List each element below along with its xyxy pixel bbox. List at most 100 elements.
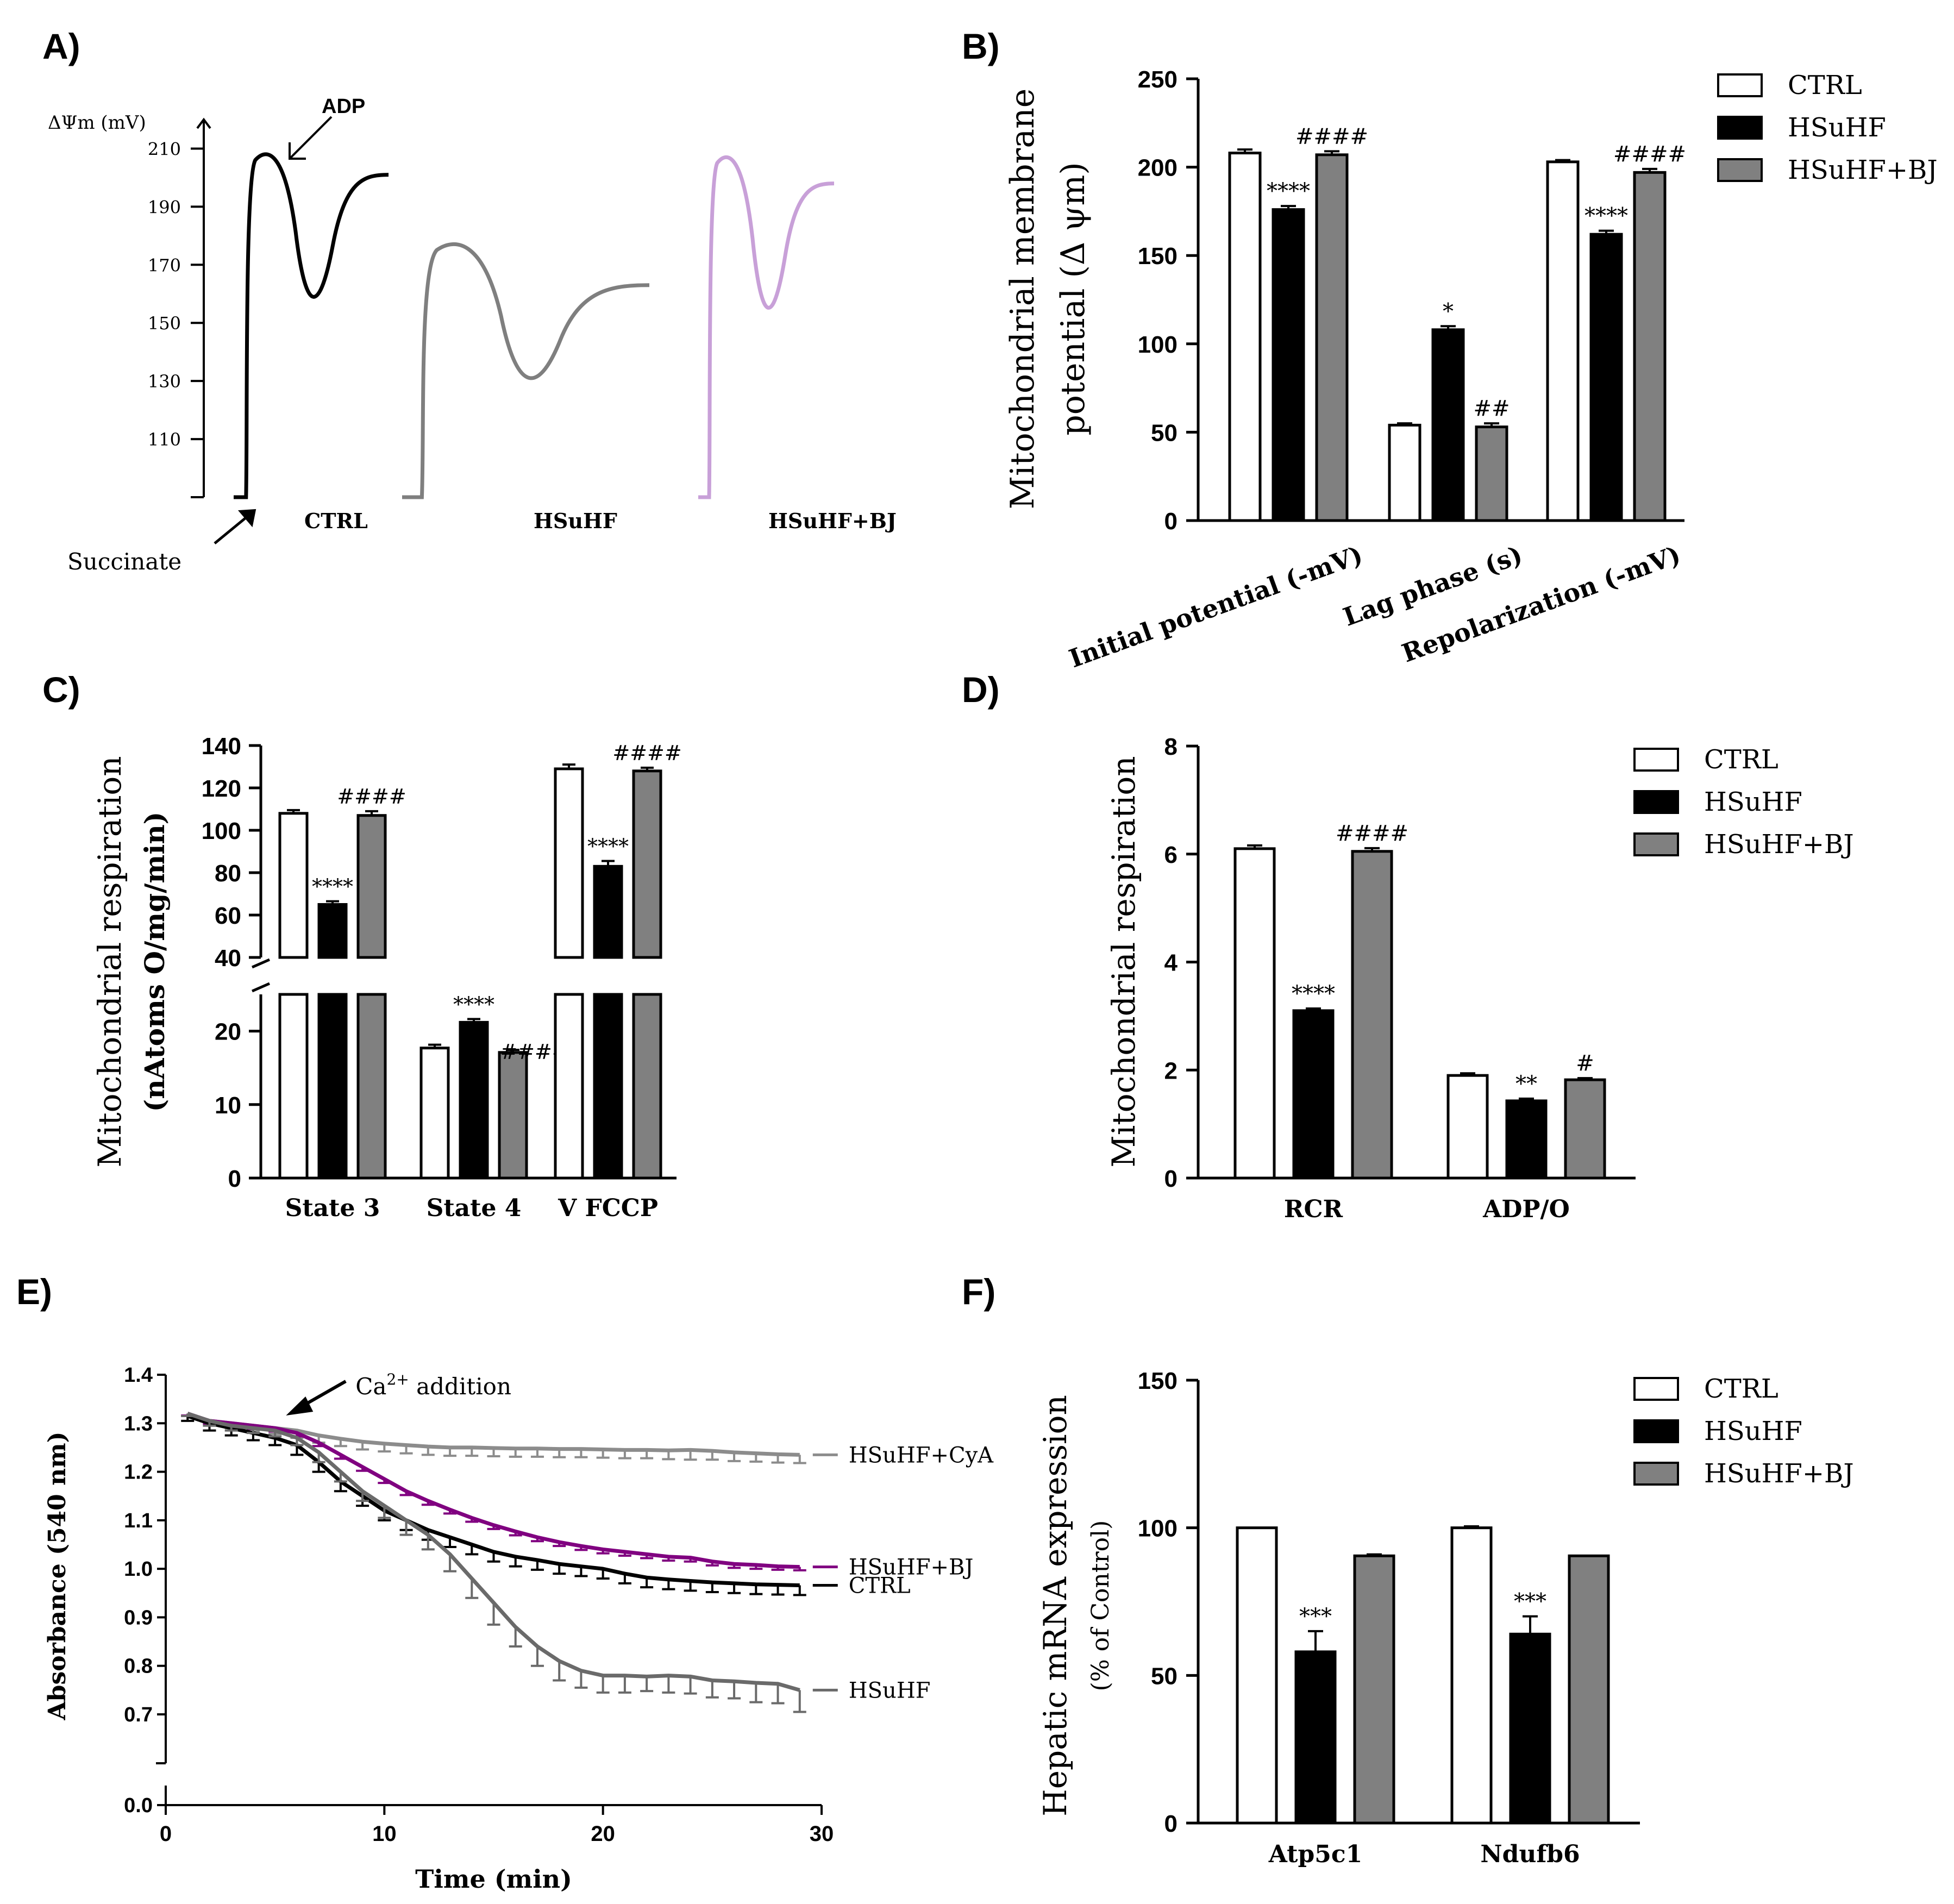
annotation-hsuhf-bj-repolarization-mv: #### [1613, 142, 1686, 167]
legend-label-hsuhf-bj: HSuHF+BJ [1704, 1458, 1854, 1489]
y-tick-label-8: 8 [1164, 734, 1178, 760]
bar-hsuhf-initial-potential-mv [1272, 208, 1305, 522]
bar-ctrl-ndufb6 [1450, 1526, 1493, 1825]
succinate-label: Succinate [67, 548, 181, 575]
c-y-tick-label-40: 40 [215, 945, 241, 972]
annotation-hsuhf-atp5c1: *** [1299, 1604, 1332, 1629]
panel-c-respiration-chart: 0 10 20 40 60 80 100 120 140 **** #### State 3 **** #… [91, 733, 682, 1222]
legend-label-hsuhf-bj: HSuHF+BJ [1704, 829, 1854, 860]
bar-ctrl-repolarization-mv [1546, 160, 1580, 522]
bar-hsuhf-bj-repolarization-mv [1633, 171, 1667, 522]
b-y-axis-title-line1: Mitochondrial membrane [1004, 89, 1042, 510]
bar-hsuhf-bj-lag-phase-s [1475, 425, 1508, 522]
annotation-hsuhf-rcr: **** [1292, 981, 1335, 1006]
c-y-axis-title-line1: Mitochondrial respiration [91, 756, 128, 1167]
c-y-tick-label-140: 140 [202, 733, 241, 760]
panel-label-b: B) [962, 26, 1000, 66]
succinate-arrow-head [237, 509, 256, 528]
ca-arrow-head [286, 1396, 314, 1416]
annotation-hsuhf-state-4: **** [453, 992, 494, 1016]
annotation-hsuhf-bj-v-fccp: #### [612, 741, 681, 765]
x-category-label-adp-o: ADP/O [1482, 1195, 1570, 1223]
bar-upper-ctrl-v-fccp [554, 767, 584, 959]
panel-e-swelling-chart: 1.4 1.3 1.2 1.1 1.0 0.9 0.8 0.7 0.0 0 10 20 30 Time (… [43, 1364, 994, 1894]
c-y-tick-label-60: 60 [215, 903, 241, 929]
legend-swatch-ctrl [1717, 73, 1763, 97]
c-axis-break-upper [251, 958, 271, 969]
y-tick-label-6: 6 [1164, 842, 1178, 868]
bar-hsuhf-bj-atp5c1 [1353, 1554, 1395, 1825]
annotation-hsuhf-state-3: **** [312, 875, 353, 899]
x-category-label-v-fccp: V FCCP [558, 1194, 658, 1222]
legend-swatch-hsuhf [1717, 116, 1763, 140]
e-y-tick-label-1.0: 1.0 [124, 1558, 153, 1581]
legend-swatch-hsuhf [1633, 1419, 1679, 1443]
panel-label-e: E) [16, 1272, 52, 1312]
panel-f-mrna-chart: 0 50 100 150 *** Atp5c1 *** Ndufb6 CTRL HSuHF HSuH… [1037, 1368, 1854, 1868]
trace-label-hsuhf: HSuHF [534, 509, 617, 533]
legend-label-hsuhf: HSuHF [1704, 787, 1802, 817]
ca-label-superscript: 2+ [386, 1370, 409, 1388]
trace-label-hsuhf-bj: HSuHF+BJ [768, 509, 897, 533]
bar-lower-hsuhf-bj-v-fccp [632, 993, 662, 1180]
annotation-hsuhf-ndufb6: *** [1514, 1589, 1546, 1614]
bar-hsuhf-rcr [1292, 1009, 1335, 1180]
c-y-tick-label-20: 20 [215, 1019, 241, 1045]
x-category-label-state-4: State 4 [427, 1194, 522, 1222]
e-x-tick-label-10: 10 [372, 1822, 397, 1846]
c-y-tick-label-120: 120 [202, 775, 241, 802]
a-y-axis-title: ΔΨm (mV) [48, 112, 146, 134]
y-tick-label-4: 4 [1164, 950, 1178, 976]
panel-label-a: A) [42, 26, 80, 66]
legend-swatch-hsuhf-bj [1717, 158, 1763, 182]
y-tick-label-50: 50 [1151, 419, 1178, 446]
legend-label-hsuhf: HSuHF [1788, 112, 1886, 143]
ca-label-base: Ca [355, 1373, 386, 1400]
legend-label-hsuhf: HSuHF [1704, 1416, 1802, 1446]
legend-label-ctrl: CTRL [1704, 744, 1778, 775]
e-y-axis-title: Absorbance (540 nm) [43, 1432, 71, 1721]
x-category-label-state-3: State 3 [285, 1194, 380, 1222]
bar-hsuhf-ndufb6 [1509, 1632, 1551, 1825]
panel-label-c: C) [42, 669, 80, 710]
panel-d-respiration-ratio-chart: 0 2 4 6 8 **** #### RCR ** # ADP/O CTRL HSuHF HSuHF+B… [1105, 734, 1854, 1223]
legend-swatch-hsuhf-bj [1633, 832, 1679, 856]
e-x-tick-label-20: 20 [591, 1822, 615, 1846]
e-y-tick-label-zero: 0.0 [124, 1794, 153, 1817]
y-tick-label-2: 2 [1164, 1057, 1178, 1084]
bar-upper-hsuhf-bj-v-fccp [632, 769, 662, 959]
a-y-tick-label-190: 190 [148, 197, 181, 217]
bar-lower-ctrl-state-3 [278, 993, 309, 1180]
y-tick-label-100: 100 [1138, 331, 1178, 358]
x-category-label-ndufb6: Ndufb6 [1480, 1840, 1580, 1868]
e-y-tick-label-0.7: 0.7 [124, 1703, 153, 1726]
annotation-hsuhf-repolarization-mv: **** [1585, 204, 1628, 229]
curve-label-hsuhf-cya: HSuHF+CyA [849, 1443, 994, 1468]
legend-swatch-ctrl [1633, 1377, 1679, 1401]
legend-swatch-ctrl [1633, 748, 1679, 772]
bar-hsuhf-bj-ndufb6 [1568, 1554, 1610, 1825]
bar-upper-ctrl-state-3 [278, 812, 309, 959]
annotation-hsuhf-bj-rcr: #### [1336, 821, 1408, 846]
y-tick-label-0: 0 [1164, 1166, 1178, 1192]
b-y-axis-title-line2: potential (Δ ψm) [1054, 162, 1092, 435]
ca-label-rest: addition [409, 1373, 511, 1400]
c-y-axis-title-line2: (nAtoms O/mg/min) [139, 812, 171, 1112]
bar-hsuhf-state-4 [459, 1020, 489, 1180]
bar-lower-hsuhf-bj-state-3 [356, 993, 387, 1180]
a-y-tick-label-150: 150 [148, 313, 181, 334]
x-category-label-atp5c1: Atp5c1 [1268, 1840, 1362, 1868]
legend-label-ctrl: CTRL [1788, 70, 1862, 101]
bar-ctrl-initial-potential-mv [1228, 152, 1262, 522]
y-tick-label-50: 50 [1151, 1663, 1178, 1689]
e-y-tick-label-1.2: 1.2 [124, 1461, 153, 1484]
trace-label-ctrl: CTRL [304, 509, 368, 533]
legend-swatch-hsuhf-bj [1633, 1462, 1679, 1486]
y-tick-label-150: 150 [1138, 243, 1178, 270]
bar-ctrl-rcr [1233, 847, 1276, 1180]
trace-ctrl [234, 152, 389, 499]
bar-ctrl-state-4 [419, 1047, 450, 1180]
y-tick-label-0: 0 [1164, 1811, 1178, 1837]
bar-hsuhf-bj-rcr [1351, 850, 1393, 1180]
